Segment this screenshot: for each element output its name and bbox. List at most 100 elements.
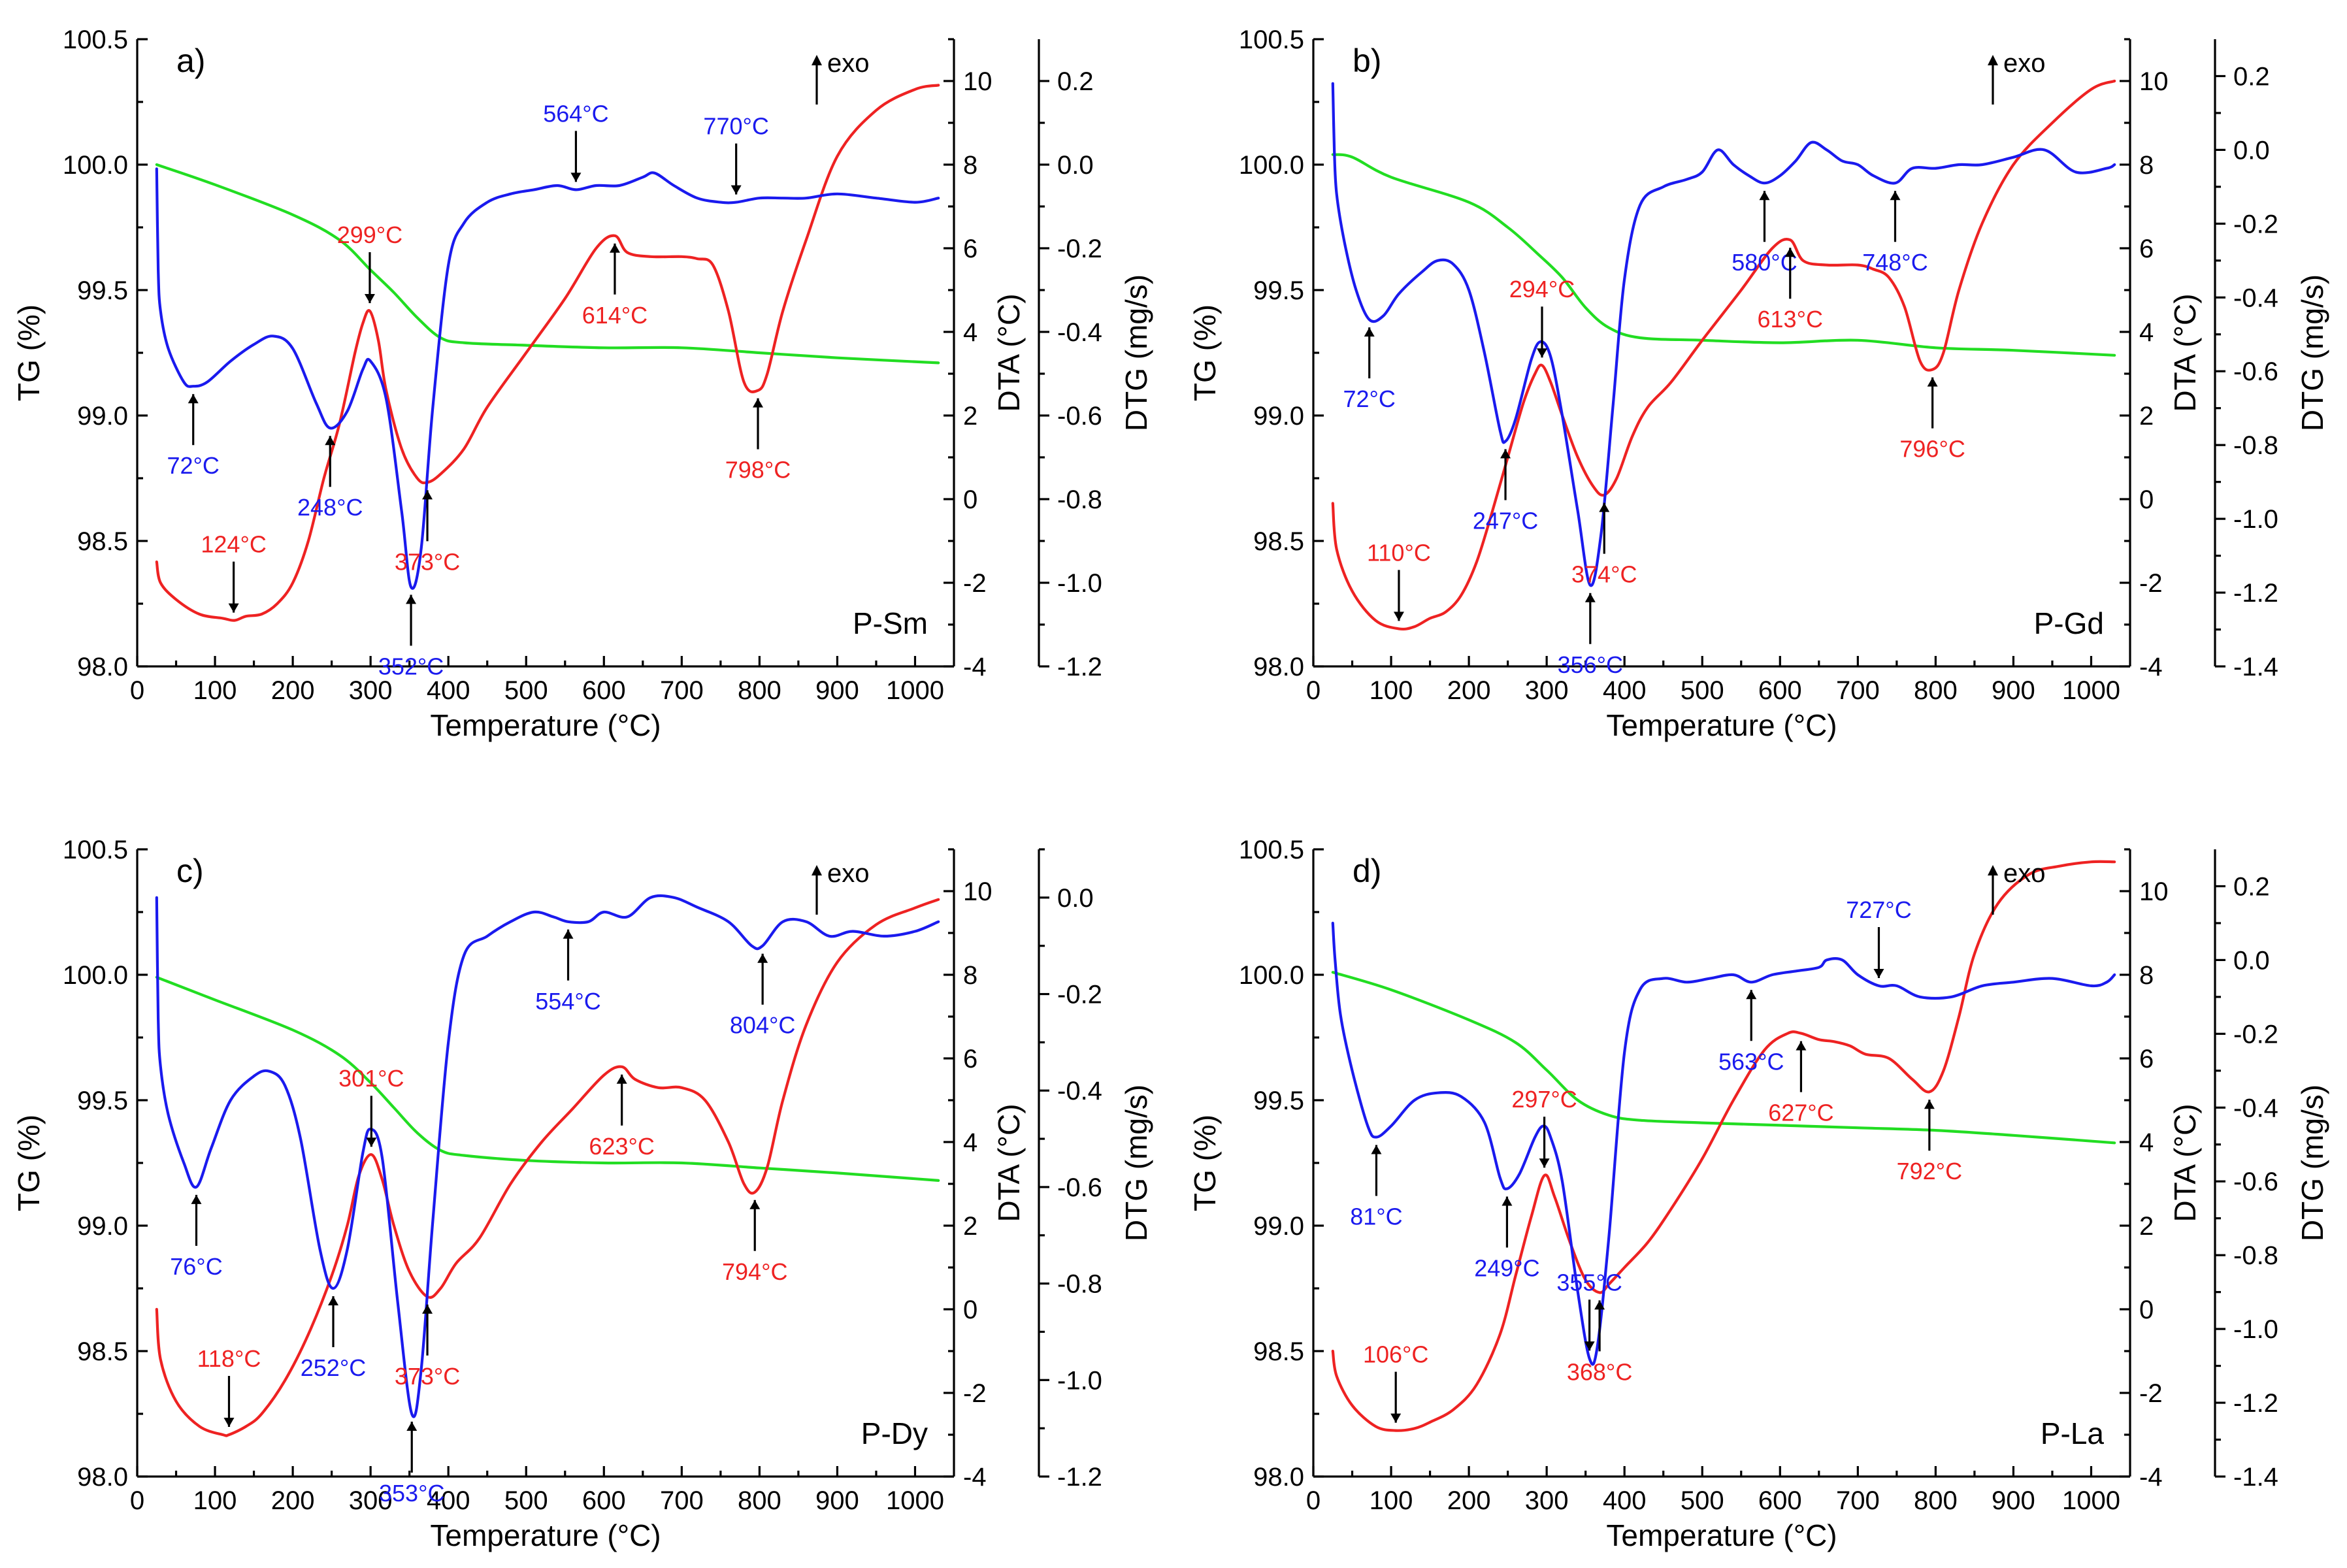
arrow-head-icon xyxy=(191,1194,202,1204)
peak-label: 301°C xyxy=(338,1065,404,1092)
tg-tick-label: 99.5 xyxy=(1253,1086,1304,1115)
x-tick-label: 600 xyxy=(582,1486,626,1515)
dta-tick-label: 8 xyxy=(963,151,977,180)
exo-label: exo xyxy=(2003,859,2046,888)
arrow-head-icon xyxy=(1393,612,1404,621)
tg-tick-label: 100.0 xyxy=(1239,961,1304,990)
peak-label: 368°C xyxy=(1567,1358,1632,1385)
tg-curve xyxy=(155,163,940,365)
x-tick-label: 1000 xyxy=(886,1486,944,1515)
arrow-head-icon xyxy=(223,1418,235,1427)
dtg-tick-label: -0.8 xyxy=(1057,1270,1102,1299)
exo-label: exo xyxy=(827,859,870,888)
dta-axis-title: DTA (°C) xyxy=(992,293,1026,412)
peak-label: 614°C xyxy=(582,302,648,329)
arrow-head-icon xyxy=(325,436,336,446)
peak-label: 72°C xyxy=(167,452,219,479)
x-tick-label: 300 xyxy=(349,1486,393,1515)
dtg-tick-label: -1.2 xyxy=(2233,579,2278,608)
dtg-tick-label: -1.0 xyxy=(2233,1315,2278,1344)
arrow-head-icon xyxy=(1390,1413,1402,1423)
sample-label: P-Sm xyxy=(853,606,928,640)
x-tick-label: 400 xyxy=(427,676,470,705)
peak-label: 613°C xyxy=(1758,306,1823,333)
peak-label: 796°C xyxy=(1899,436,1965,463)
dtg-axis-title: DTG (mg/s) xyxy=(1119,1085,1153,1241)
x-tick-label: 500 xyxy=(504,676,548,705)
peak-label: 297°C xyxy=(1511,1086,1577,1113)
x-tick-label: 200 xyxy=(1447,1486,1491,1515)
arrow-head-icon xyxy=(1584,1341,1595,1351)
peak-label: 770°C xyxy=(703,113,768,140)
dta-tick-label: 10 xyxy=(963,67,993,96)
dtg-tick-label: -1.2 xyxy=(1057,653,1102,681)
dtg-tick-label: -1.0 xyxy=(1057,569,1102,598)
peak-label: 804°C xyxy=(730,1012,795,1039)
arrow-head-icon xyxy=(749,1200,761,1209)
tg-tick-label: 98.0 xyxy=(1253,653,1304,681)
dtg-tick-label: -0.6 xyxy=(2233,357,2278,386)
x-tick-label: 900 xyxy=(1992,1486,2035,1515)
x-tick-label: 0 xyxy=(1306,676,1321,705)
x-tick-label: 700 xyxy=(660,676,704,705)
peak-label: 798°C xyxy=(725,457,791,483)
dta-tick-label: 0 xyxy=(963,1296,977,1324)
arrow-head-icon xyxy=(1873,968,1884,978)
arrow-head-icon xyxy=(366,1137,377,1147)
exo-label: exo xyxy=(2003,49,2046,78)
arrow-head-icon xyxy=(1796,1041,1807,1051)
x-tick-label: 0 xyxy=(130,1486,144,1515)
tg-tick-label: 100.5 xyxy=(1239,836,1304,864)
x-tick-label: 300 xyxy=(1525,676,1569,705)
x-tick-label: 900 xyxy=(815,1486,859,1515)
peak-label: 294°C xyxy=(1509,276,1575,302)
x-tick-label: 400 xyxy=(1603,676,1647,705)
x-tick-label: 600 xyxy=(1758,676,1802,705)
tg-tick-label: 99.0 xyxy=(1253,1212,1304,1241)
x-tick-label: 800 xyxy=(738,676,781,705)
peak-label: 564°C xyxy=(543,100,608,127)
tg-tick-label: 99.5 xyxy=(1253,276,1304,305)
tg-curve xyxy=(1331,153,2116,357)
dtg-tick-label: 0.2 xyxy=(2233,62,2270,91)
x-axis-title: Temperature (°C) xyxy=(430,1518,661,1552)
dta-tick-label: 6 xyxy=(963,235,977,263)
tg-tick-label: 98.5 xyxy=(77,527,128,556)
panel-p-gd: 0 100 200 300 400 500 600 700 800 900 100098.098.5… xyxy=(1188,25,2329,742)
tg-axis-title: TG (%) xyxy=(1188,1115,1222,1211)
arrow-head-icon xyxy=(1594,1300,1605,1310)
dta-tick-label: -4 xyxy=(2139,1463,2163,1492)
panel-label: c) xyxy=(176,853,204,889)
dtg-tick-label: -0.4 xyxy=(2233,1094,2278,1122)
dta-tick-label: 4 xyxy=(963,1128,977,1157)
dta-tick-label: 8 xyxy=(2139,961,2154,990)
arrow-head-icon xyxy=(406,595,417,604)
peak-label: 81°C xyxy=(1350,1203,1402,1230)
tg-tick-label: 100.5 xyxy=(1239,25,1304,54)
x-tick-label: 100 xyxy=(193,1486,237,1515)
arrow-head-icon xyxy=(563,929,574,939)
arrow-head-icon xyxy=(364,294,375,303)
arrow-head-icon xyxy=(753,398,763,408)
dta-tick-label: 4 xyxy=(2139,318,2154,347)
dtg-tick-label: 0.2 xyxy=(1057,67,1094,96)
dtg-tick-label: 0.0 xyxy=(1057,884,1094,913)
dtg-tick-label: -0.4 xyxy=(1057,318,1102,347)
dta-tick-label: 6 xyxy=(2139,235,2154,263)
dta-tick-label: -2 xyxy=(2139,569,2163,598)
dtg-tick-label: -0.4 xyxy=(2233,284,2278,312)
dtg-tick-label: -1.0 xyxy=(1057,1366,1102,1395)
tg-tick-label: 98.0 xyxy=(77,653,128,681)
x-tick-label: 400 xyxy=(1603,1486,1647,1515)
peak-label: 76°C xyxy=(170,1253,222,1280)
dtg-tick-label: 0.0 xyxy=(2233,946,2270,975)
dtg-tick-label: 0.2 xyxy=(2233,872,2270,901)
x-axis-title: Temperature (°C) xyxy=(1606,1518,1837,1552)
peak-label: 623°C xyxy=(589,1133,654,1160)
peak-label: 249°C xyxy=(1474,1255,1539,1282)
x-tick-label: 800 xyxy=(1914,1486,1958,1515)
peak-label: 373°C xyxy=(395,548,460,575)
x-tick-label: 500 xyxy=(504,1486,548,1515)
tg-tick-label: 98.5 xyxy=(1253,1337,1304,1366)
peak-label: 118°C xyxy=(197,1345,261,1372)
